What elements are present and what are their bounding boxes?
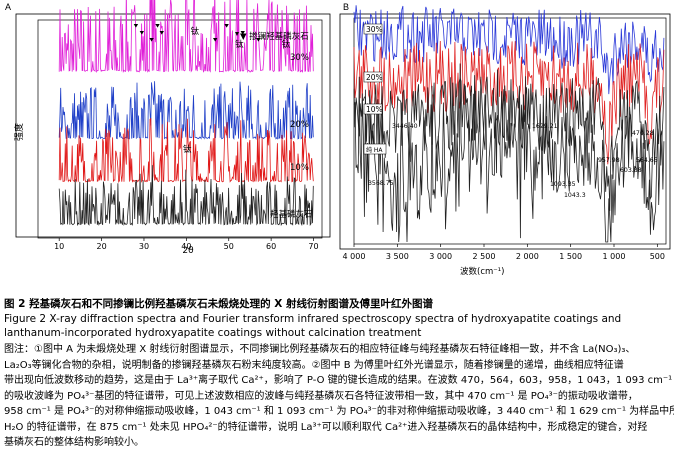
xrd-series — [58, 81, 314, 141]
x-tick-label: 20 — [96, 242, 106, 251]
x-tick-label: 60 — [266, 242, 276, 251]
x-tick-label: 3 500 — [386, 252, 409, 261]
curve-label: 20% — [363, 71, 383, 83]
curve-label: 20% — [290, 120, 309, 130]
svg-text:20%: 20% — [366, 73, 383, 82]
lanthanum-ha-marker — [159, 31, 164, 35]
caption-line: 的吸收波峰为 PO₄³⁻基团的特征谱带，可见上述波数相应的波峰与纯羟基磷灰石各特… — [4, 390, 638, 402]
xrd-series — [58, 165, 314, 227]
panel-b-frame — [339, 13, 671, 250]
panel-a-label: A — [5, 2, 11, 12]
curve-label: 10% — [363, 103, 383, 115]
lanthanum-ha-marker — [224, 24, 229, 28]
x-tick-label: 4 000 — [343, 252, 366, 261]
x-tick-label: 1 500 — [559, 252, 582, 261]
band-label: 1043.3 — [564, 192, 586, 199]
panel-a-x-label: 2θ — [182, 246, 194, 256]
band-label: 957.98 — [598, 157, 620, 164]
peak-label: 钛 — [282, 39, 291, 50]
panel-a-frame — [15, 13, 331, 238]
x-tick-label: 1 000 — [603, 252, 626, 261]
caption-line: 带出现向低波数移动的趋势，这是由于 La³⁺离子取代 Ca²⁺，影响了 P-O … — [4, 375, 673, 386]
band-label: 470.28 — [632, 130, 654, 137]
band-label: 603.88 — [620, 167, 642, 174]
ftir-series — [353, 40, 665, 165]
panel-a-markers — [133, 24, 261, 42]
band-label: 1629.21 — [532, 123, 558, 130]
band-label: 3446.40 — [392, 123, 418, 130]
panel-b-x-axis: 4 000 3 500 3 000 2 500 2 000 1 500 1 000 500 — [343, 244, 665, 261]
caption-line: 958 cm⁻¹ 是 PO₄³⁻的对称伸缩振动吸收峰，1 043 cm⁻¹ 和 … — [4, 406, 674, 417]
curve-label: 纯 HA — [363, 143, 387, 155]
ftir-series — [353, 63, 665, 243]
peak-label: 钛 — [235, 39, 244, 50]
legend-marker — [235, 32, 239, 36]
svg-text:纯 HA: 纯 HA — [366, 146, 383, 154]
panel-a-y-label: 强度 — [13, 123, 25, 141]
lanthanum-ha-marker — [212, 38, 218, 42]
x-tick-label: 3 000 — [429, 252, 452, 261]
lanthanum-ha-marker — [133, 24, 139, 28]
x-tick-label: 30 — [139, 242, 149, 251]
lanthanum-ha-marker — [139, 31, 145, 35]
peak-label: 钛 — [191, 26, 200, 37]
caption-title-en-1: Figure 2 X-ray diffraction spectra and F… — [4, 313, 622, 325]
lanthanum-ha-marker — [240, 31, 245, 35]
xrd-series — [58, 0, 314, 74]
band-label: 3568.75 — [368, 180, 394, 187]
x-tick-label: 40 — [181, 242, 191, 251]
caption-line: H₂O 的特征谱带，在 875 cm⁻¹ 处未见 HPO₄²⁻的特征谱带，说明 … — [4, 421, 648, 433]
caption-title-en-2: lanthanum-incorporated hydroxyapatite co… — [4, 327, 422, 339]
x-tick-label: 2 000 — [516, 252, 539, 261]
caption-line: La₂O₃等镧化合物的杂相，说明制备的掺镧羟基磷灰石粉末纯度较高。②图中 B 为… — [4, 359, 624, 371]
panel-b-plot-area — [353, 17, 667, 245]
x-tick-label: 10 — [54, 242, 64, 251]
panel-b-label: B — [343, 2, 349, 12]
curve-label: 羟基磷灰石 — [270, 209, 313, 220]
band-label: 564.65 — [636, 157, 658, 164]
lanthanum-ha-marker — [149, 38, 154, 42]
x-tick-label: 500 — [650, 252, 665, 261]
ftir-series — [353, 5, 665, 95]
curve-label: 30% — [290, 53, 309, 63]
lanthanum-ha-marker — [155, 24, 160, 28]
caption-title-cn: 图 2 羟基磷灰石和不同掺镧比例羟基磷灰石未煅烧处理的 X 射线衍射图谱及傅里叶… — [4, 298, 434, 310]
x-tick-label: 50 — [224, 242, 234, 251]
x-tick-label: 70 — [308, 242, 318, 251]
ftir-series — [353, 76, 665, 211]
caption-line: 基磷灰石的整体结构影响较小。 — [4, 437, 144, 448]
caption-line: 图注：①图中 A 为未煅烧处理 X 射线衍射图谱显示，不同掺镧比例羟基磷灰石的相… — [4, 344, 636, 355]
panel-a-plot-area — [37, 19, 323, 239]
lanthanum-ha-marker — [256, 38, 261, 42]
band-label: 1093.35 — [550, 181, 576, 188]
panel-a-legend: ▼ 掺镧羟基磷灰石 — [240, 31, 309, 42]
svg-text:10%: 10% — [366, 105, 383, 114]
panel-a-x-axis: 10 20 30 40 50 60 70 — [54, 238, 319, 251]
panel-b-x-label: 波数(cm⁻¹) — [460, 266, 504, 277]
curve-label: 30% — [363, 23, 383, 35]
curve-label: 10% — [290, 163, 309, 173]
svg-text:30%: 30% — [366, 25, 383, 34]
x-tick-label: 2 500 — [473, 252, 496, 261]
peak-label: 钛 — [183, 144, 192, 155]
